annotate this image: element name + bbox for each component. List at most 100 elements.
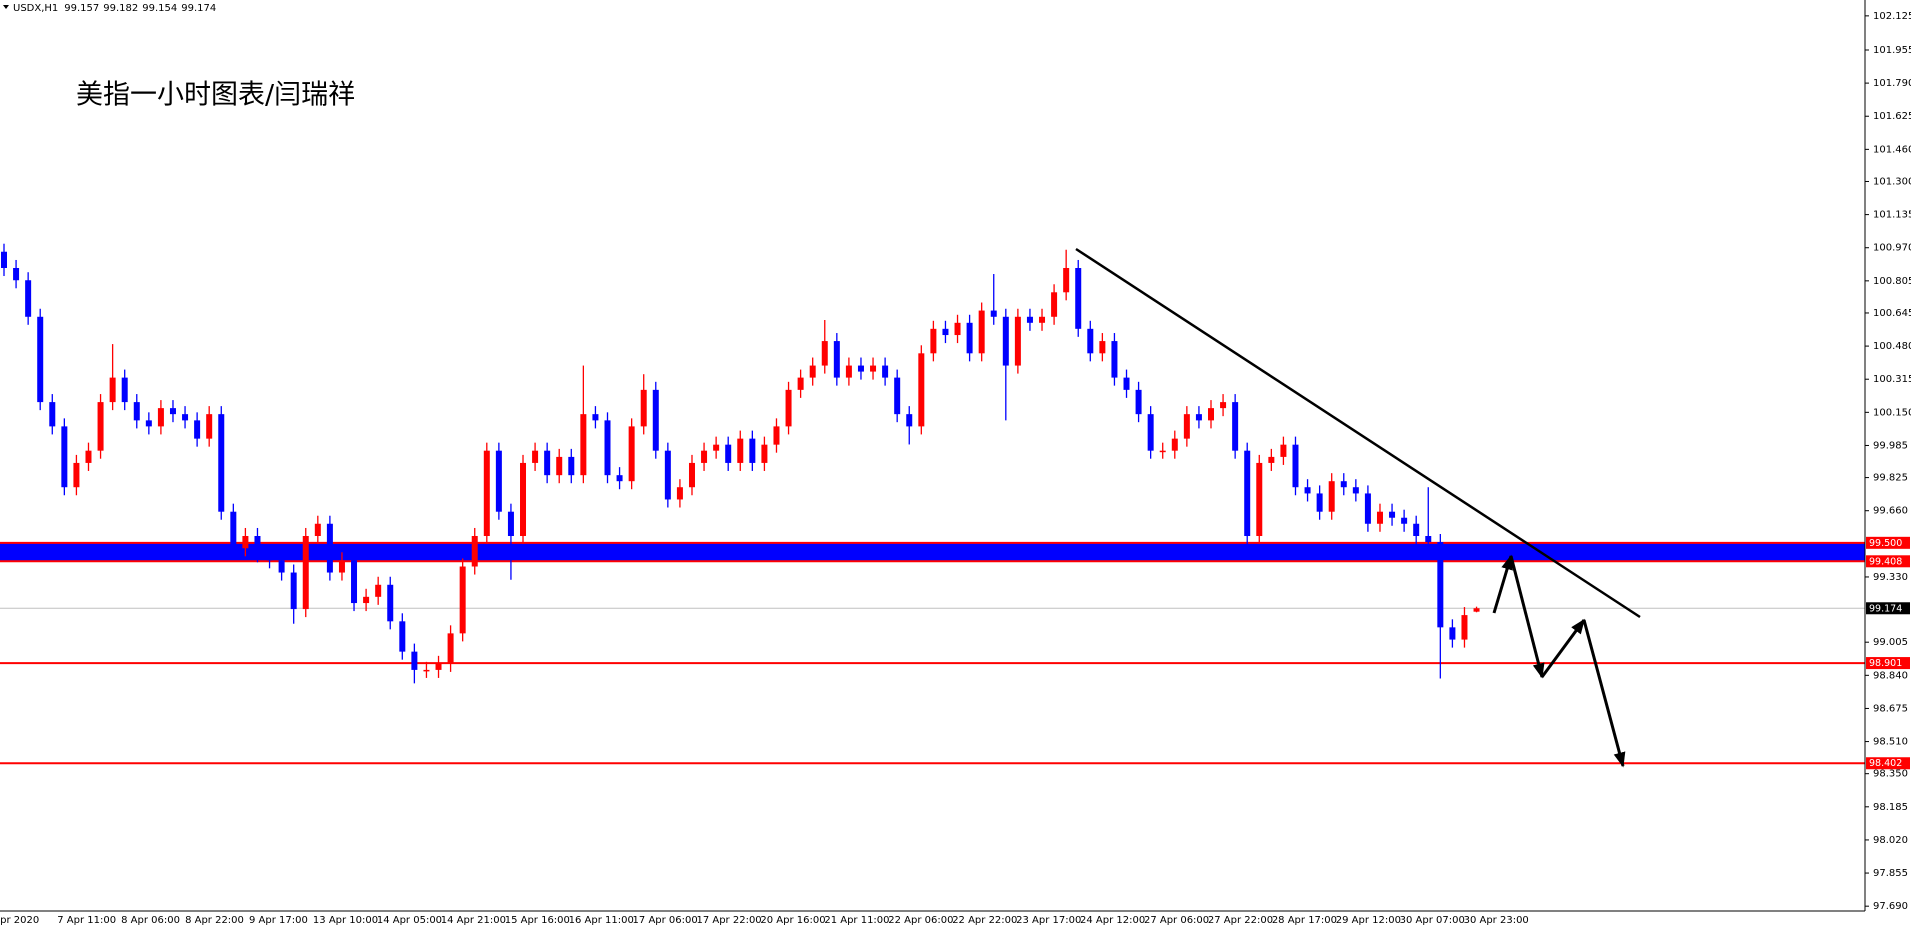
level-tag-label: 98.901	[1869, 658, 1902, 669]
candle-body	[1461, 615, 1468, 640]
y-tick-label: 99.330	[1873, 572, 1908, 583]
y-tick-label: 98.510	[1873, 737, 1908, 748]
price-tags: 99.500 99.408 98.901 98.402 99.174	[1866, 536, 1910, 770]
candle-body	[351, 560, 358, 604]
candles	[1, 243, 1480, 684]
x-tick-label: 29 Apr 12:00	[1336, 915, 1401, 926]
y-tick-label: 100.150	[1873, 407, 1911, 418]
candle-body	[616, 475, 623, 482]
y-tick-label: 99.005	[1873, 637, 1908, 648]
chart-header: USDX,H1 99.157 99.182 99.154 99.174	[13, 3, 216, 14]
x-tick-label: Apr 2020	[0, 915, 39, 926]
candle-body	[1340, 481, 1347, 488]
x-tick-label: 15 Apr 16:00	[505, 915, 570, 926]
level-tag-label: 98.402	[1869, 758, 1902, 769]
y-tick-label: 101.300	[1873, 176, 1911, 187]
y-tick-label: 98.020	[1873, 835, 1908, 846]
candle-body	[290, 572, 297, 610]
candle-body	[568, 456, 575, 476]
support-band	[0, 542, 1865, 562]
candle-body	[1413, 523, 1420, 537]
level-tag	[1866, 757, 1910, 770]
candle-body	[978, 310, 985, 354]
x-tick-label: 7 Apr 11:00	[57, 915, 116, 926]
candle-body	[1087, 328, 1094, 354]
x-tick-label: 28 Apr 17:00	[1272, 915, 1337, 926]
candle-body	[520, 462, 527, 537]
level-tag	[1866, 536, 1910, 549]
header-low: 99.154	[142, 3, 177, 14]
candle-body	[1268, 456, 1275, 463]
candle-body	[242, 536, 249, 549]
candle-body	[725, 444, 732, 463]
x-tick-label: 24 Apr 12:00	[1080, 915, 1145, 926]
candle-body	[1014, 316, 1021, 366]
candle-body	[870, 365, 877, 372]
candle-body	[1232, 402, 1239, 451]
candle-body	[375, 584, 382, 597]
candle-body	[930, 328, 937, 354]
x-tick-label: 27 Apr 06:00	[1144, 915, 1209, 926]
candle-body	[821, 341, 828, 366]
x-tick-label: 14 Apr 21:00	[441, 915, 506, 926]
levels	[0, 541, 1865, 765]
candle-body	[1208, 408, 1214, 421]
candle-body	[49, 402, 56, 427]
y-tick-label: 98.185	[1873, 802, 1908, 813]
x-tick-label: 30 Apr 07:00	[1400, 915, 1465, 926]
candle-body	[133, 402, 140, 421]
candle-body	[387, 584, 394, 622]
time-axis: Apr 2020 7 Apr 11:00 8 Apr 06:00 8 Apr 22:0…	[0, 915, 1529, 926]
x-tick-label: 22 Apr 06:00	[888, 915, 953, 926]
y-tick-label: 100.645	[1873, 308, 1911, 319]
candle-body	[157, 408, 164, 427]
candle-body	[990, 310, 997, 317]
candle-body	[676, 487, 683, 500]
candle-body	[1123, 377, 1130, 390]
x-tick-label: 22 Apr 22:00	[952, 915, 1017, 926]
header-close: 99.174	[181, 3, 216, 14]
candle-body	[73, 462, 80, 488]
candle-body	[737, 438, 744, 463]
candle-body	[628, 426, 635, 482]
candle-body	[278, 560, 285, 573]
y-tick-label: 101.460	[1873, 144, 1911, 155]
current-price-label: 99.174	[1869, 603, 1902, 614]
x-tick-label: 8 Apr 22:00	[185, 915, 244, 926]
candle-body	[169, 408, 176, 415]
candle-body	[254, 536, 261, 555]
candle-body	[13, 268, 20, 281]
y-tick-label: 100.805	[1873, 276, 1911, 287]
candle-body	[37, 316, 44, 403]
candle-body	[363, 596, 370, 604]
candle-body	[109, 377, 116, 403]
trend-line	[1075, 247, 1641, 619]
x-tick-label: 27 Apr 22:00	[1208, 915, 1273, 926]
candle-body	[495, 450, 502, 512]
candle-body	[1220, 402, 1227, 409]
candle-body	[1039, 316, 1046, 323]
candle-body	[845, 365, 852, 378]
candle-body	[1437, 542, 1444, 628]
candle-body	[773, 426, 780, 445]
candle-body	[194, 420, 201, 439]
x-tick-label: 17 Apr 22:00	[696, 915, 761, 926]
candle-body	[954, 322, 961, 336]
candle-body	[1364, 493, 1371, 524]
level-tag	[1866, 657, 1910, 670]
candle-body	[1195, 414, 1202, 421]
y-tick-label: 100.480	[1873, 341, 1911, 352]
candle-body	[592, 414, 599, 421]
candle-body	[544, 450, 551, 476]
candle-body	[942, 328, 949, 336]
candle-body	[761, 444, 768, 463]
candle-body	[1304, 487, 1311, 494]
y-tick-label: 99.985	[1873, 440, 1908, 451]
level-tag-label: 99.500	[1869, 538, 1902, 549]
y-tick-label: 101.135	[1873, 210, 1911, 221]
candle-body	[25, 280, 32, 317]
candle-body	[206, 414, 213, 439]
